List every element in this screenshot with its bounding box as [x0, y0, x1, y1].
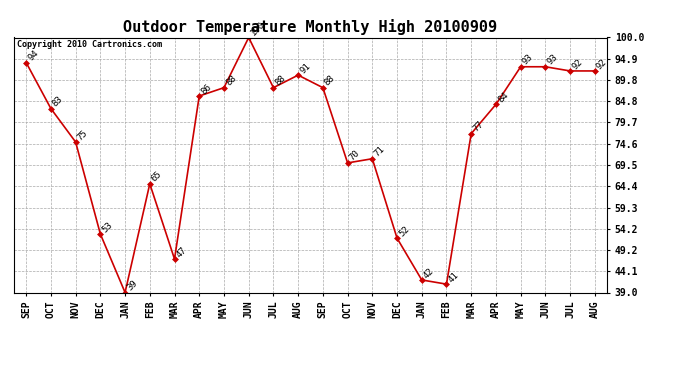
Text: 53: 53 — [100, 220, 115, 234]
Text: 52: 52 — [397, 224, 411, 238]
Text: 100: 100 — [248, 20, 266, 38]
Text: 88: 88 — [273, 74, 287, 88]
Text: 86: 86 — [199, 82, 213, 96]
Text: 83: 83 — [51, 94, 65, 109]
Text: 88: 88 — [224, 74, 238, 88]
Text: 65: 65 — [150, 170, 164, 184]
Text: 42: 42 — [422, 266, 435, 280]
Text: 93: 93 — [521, 53, 535, 67]
Text: 41: 41 — [446, 270, 460, 284]
Text: 75: 75 — [76, 128, 90, 142]
Text: 91: 91 — [298, 61, 312, 75]
Text: Copyright 2010 Cartronics.com: Copyright 2010 Cartronics.com — [17, 40, 161, 49]
Text: 92: 92 — [595, 57, 609, 71]
Text: 71: 71 — [373, 145, 386, 159]
Text: 92: 92 — [570, 57, 584, 71]
Text: 84: 84 — [496, 90, 510, 104]
Text: 47: 47 — [175, 245, 188, 259]
Text: 93: 93 — [545, 53, 560, 67]
Text: 88: 88 — [323, 74, 337, 88]
Text: 39: 39 — [125, 279, 139, 292]
Text: 77: 77 — [471, 120, 485, 134]
Text: 70: 70 — [348, 149, 362, 163]
Title: Outdoor Temperature Monthly High 20100909: Outdoor Temperature Monthly High 2010090… — [124, 19, 497, 35]
Text: 94: 94 — [26, 49, 40, 63]
